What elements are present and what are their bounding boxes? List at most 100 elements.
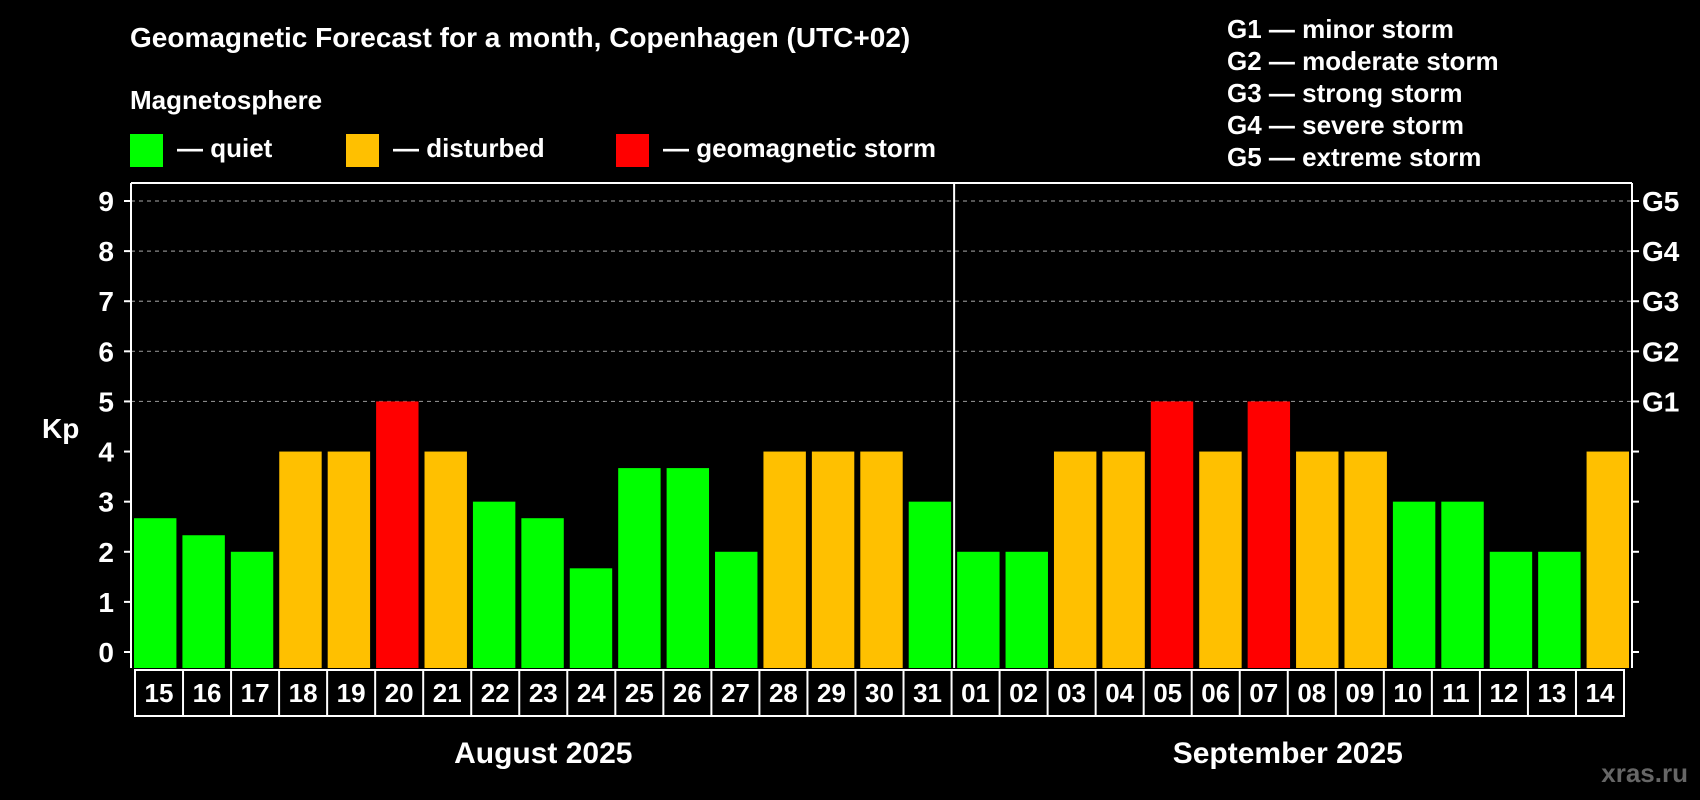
axes: 0 1 2 3 4 5 6 7 8 9 G1 G2 G3 G4 G5 xyxy=(98,182,1680,668)
month-labels: August 2025 September 2025 xyxy=(454,737,1403,770)
bar xyxy=(521,518,564,668)
x-tick-label: 26 xyxy=(673,678,702,708)
legend-label: — geomagnetic storm xyxy=(663,133,936,163)
x-tick-label: 07 xyxy=(1249,678,1278,708)
x-tick-label: 08 xyxy=(1297,678,1326,708)
bar xyxy=(1199,451,1242,668)
level-legend: — quiet — disturbed — geomagnetic storm xyxy=(130,133,936,167)
x-tick-labels: 15 16 17 18 19 20 21 22 23 24 25 26 27 28 29 30 31 01 02 03… xyxy=(134,669,1625,717)
x-tick-label: 20 xyxy=(385,678,414,708)
bar xyxy=(1150,401,1194,668)
right-axis-label: G5 xyxy=(1642,186,1679,217)
x-label-frame xyxy=(134,669,1625,717)
x-tick-label: 25 xyxy=(625,678,654,708)
bar xyxy=(279,451,322,668)
y-tick-label: 6 xyxy=(98,336,114,367)
bar xyxy=(182,535,225,668)
x-tick-label: 22 xyxy=(481,678,510,708)
x-tick-label: 10 xyxy=(1393,678,1422,708)
watermark: xras.ru xyxy=(1601,758,1688,788)
bar xyxy=(763,451,806,668)
y-axis-title: Kp xyxy=(42,413,79,444)
month-label: September 2025 xyxy=(1173,737,1403,770)
x-tick-label: 04 xyxy=(1105,678,1134,708)
bar xyxy=(957,551,1000,668)
right-axis-label: G1 xyxy=(1642,386,1679,417)
grid-lines xyxy=(131,200,1632,403)
y-tick-label: 9 xyxy=(98,186,114,217)
bars xyxy=(134,401,1629,668)
bar xyxy=(1538,551,1581,668)
y-tick-label: 3 xyxy=(98,487,114,518)
bar xyxy=(1102,451,1145,668)
legend-swatch xyxy=(346,134,379,167)
bar xyxy=(230,551,274,668)
y-tick-label: 5 xyxy=(98,386,114,417)
bar xyxy=(1053,451,1097,668)
legend-swatch xyxy=(130,134,163,167)
x-tick-label: 31 xyxy=(913,678,942,708)
bar xyxy=(666,468,710,668)
x-tick-label: 18 xyxy=(289,678,318,708)
legend-label: — disturbed xyxy=(393,133,545,163)
bar xyxy=(569,568,613,668)
g-legend-item: G5 — extreme storm xyxy=(1227,142,1481,172)
y-tick-label: 0 xyxy=(98,637,114,668)
bar xyxy=(1344,451,1387,668)
right-axis-label: G4 xyxy=(1642,236,1680,267)
x-tick-label: 06 xyxy=(1201,678,1230,708)
bar xyxy=(1489,551,1533,668)
bar xyxy=(908,501,952,668)
right-axis-label: G3 xyxy=(1642,286,1679,317)
x-tick-label: 27 xyxy=(721,678,750,708)
x-tick-label: 14 xyxy=(1586,678,1615,708)
chart-title: Geomagnetic Forecast for a month, Copenh… xyxy=(130,22,910,53)
y-tick-label: 8 xyxy=(98,236,114,267)
bar xyxy=(327,451,371,668)
right-axis-label: G2 xyxy=(1642,336,1679,367)
x-tick-label: 01 xyxy=(961,678,990,708)
y-tick-label: 4 xyxy=(98,437,114,468)
x-tick-label: 28 xyxy=(769,678,798,708)
x-tick-label: 30 xyxy=(865,678,894,708)
bar xyxy=(618,468,661,668)
bar xyxy=(376,401,419,668)
legend-title: Magnetosphere xyxy=(130,85,322,115)
g-legend-item: G3 — strong storm xyxy=(1227,78,1462,108)
x-tick-label: 19 xyxy=(337,678,366,708)
g-legend-item: G1 — minor storm xyxy=(1227,14,1454,44)
legend-label: — quiet xyxy=(177,133,273,163)
x-tick-label: 05 xyxy=(1153,678,1182,708)
bar xyxy=(472,501,516,668)
bar xyxy=(860,451,903,668)
x-tick-label: 23 xyxy=(529,678,558,708)
x-tick-label: 21 xyxy=(433,678,462,708)
x-tick-label: 12 xyxy=(1489,678,1518,708)
month-label: August 2025 xyxy=(454,737,632,770)
bar xyxy=(1005,551,1048,668)
bar xyxy=(1441,501,1484,668)
bar xyxy=(1392,501,1436,668)
x-tick-label: 13 xyxy=(1537,678,1566,708)
y-tick-label: 7 xyxy=(98,286,114,317)
x-tick-label: 09 xyxy=(1345,678,1374,708)
x-tick-label: 15 xyxy=(145,678,174,708)
x-tick-label: 11 xyxy=(1442,678,1470,708)
y-tick-label: 1 xyxy=(98,587,114,618)
x-tick-label: 29 xyxy=(817,678,846,708)
g-legend-item: G4 — severe storm xyxy=(1227,110,1464,140)
bar xyxy=(1296,451,1339,668)
y-tick-label: 2 xyxy=(98,537,114,568)
x-tick-label: 17 xyxy=(241,678,270,708)
bar xyxy=(811,451,855,668)
x-tick-label: 02 xyxy=(1009,678,1038,708)
x-tick-label: 16 xyxy=(193,678,222,708)
legend-swatch xyxy=(616,134,649,167)
bar xyxy=(134,518,177,668)
bar xyxy=(1247,401,1291,668)
bar xyxy=(715,551,758,668)
x-tick-label: 03 xyxy=(1057,678,1086,708)
bar xyxy=(424,451,467,668)
